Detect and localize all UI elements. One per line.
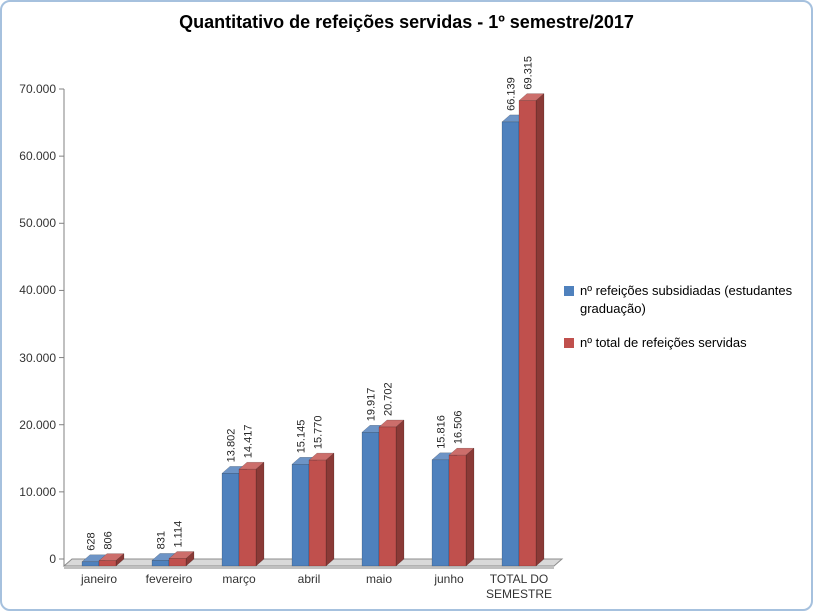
bar-side-s1-c5 <box>465 447 475 567</box>
legend-label: nº refeições subsidiadas (estudantes gra… <box>580 283 793 316</box>
bar-value-label: 16.506 <box>453 411 465 445</box>
bar-s0-c5 <box>431 459 450 567</box>
bar-s0-c2 <box>221 473 240 567</box>
bar-side-s1-c3 <box>325 452 335 567</box>
bar-value-label: 66.139 <box>506 77 518 111</box>
bar-value-label: 628 <box>86 532 98 550</box>
legend: nº refeições subsidiadas (estudantes gra… <box>564 282 811 352</box>
bar-s1-c0 <box>98 560 117 567</box>
bar-s0-c0 <box>81 561 100 567</box>
bar-s0-c3 <box>291 464 310 567</box>
bar-s1-c6 <box>518 100 537 567</box>
bar-side-s1-c2 <box>255 461 265 567</box>
bar-s1-c3 <box>308 459 327 567</box>
bar-value-label: 19.917 <box>366 388 378 422</box>
bar-value-label: 15.816 <box>436 415 448 449</box>
bar-value-label: 15.145 <box>296 420 308 454</box>
bar-s1-c4 <box>378 426 397 567</box>
legend-color-swatch <box>564 286 574 296</box>
bar-value-label: 69.315 <box>523 56 535 90</box>
bar-s1-c2 <box>238 468 257 567</box>
chart-title: Quantitativo de refeições servidas - 1º … <box>179 12 634 32</box>
bar-value-label: 13.802 <box>226 429 238 463</box>
legend-item: nº refeições subsidiadas (estudantes gra… <box>564 282 811 318</box>
bar-value-label: 14.417 <box>243 425 255 459</box>
bar-value-label: 20.702 <box>383 382 395 416</box>
bar-s0-c6 <box>501 121 520 567</box>
bar-side-s1-c6 <box>535 93 545 567</box>
legend-color-swatch <box>564 338 574 348</box>
bar-s1-c5 <box>448 454 467 567</box>
bar-s0-c1 <box>151 560 170 567</box>
bar-value-label: 806 <box>103 531 115 549</box>
legend-label: nº total de refeições servidas <box>580 335 747 350</box>
bar-value-label: 15.770 <box>313 415 325 449</box>
bar-s0-c4 <box>361 432 380 567</box>
bar-s1-c1 <box>168 558 187 567</box>
bar-value-label: 1.114 <box>173 521 185 548</box>
bar-side-s1-c4 <box>395 419 405 567</box>
chart-floor-edge <box>64 566 554 569</box>
legend-item: nº total de refeições servidas <box>564 334 811 352</box>
bar-value-label: 831 <box>156 531 168 549</box>
